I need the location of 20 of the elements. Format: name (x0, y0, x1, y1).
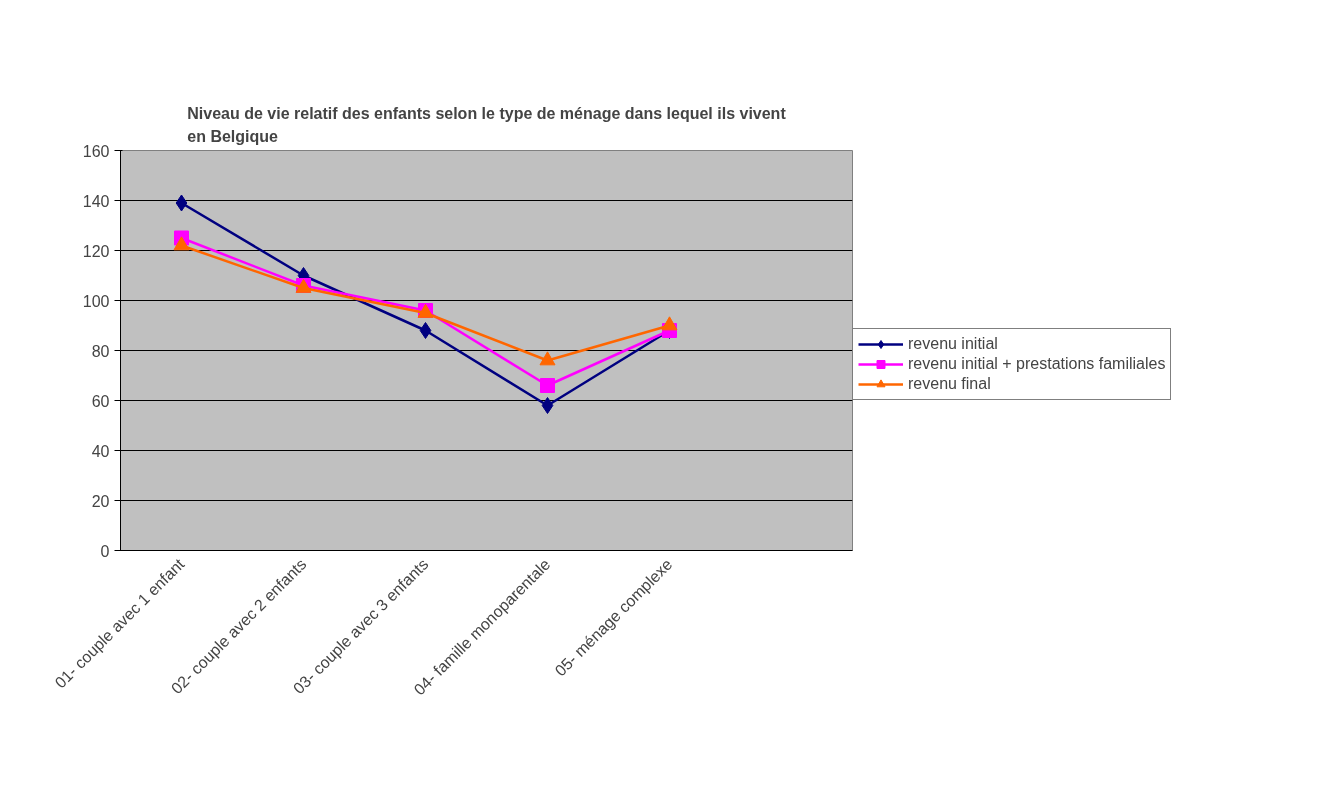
point (541, 397, 554, 414)
point (661, 316, 678, 331)
y-tick-label: 140 (82, 192, 110, 210)
y-tick-label: 20 (91, 492, 110, 510)
y-tick-label: 120 (82, 242, 110, 260)
point (175, 194, 188, 212)
y-tick-label: 40 (91, 442, 110, 460)
legend-label: revenu initial + prestations familiales (908, 355, 1166, 373)
y-tick-label: 60 (91, 392, 110, 410)
point (540, 378, 555, 393)
y-tick-label: 160 (82, 142, 110, 160)
legend-label: revenu initial (908, 335, 998, 353)
chart-title: Niveau de vie relatif des enfants selon le type de ménage dans lequel ils vivent en Belgique (187, 104, 787, 146)
point (173, 236, 190, 251)
legend-label: revenu final (908, 375, 991, 393)
y-tick-label: 100 (82, 292, 110, 310)
y-tick-label: 80 (91, 342, 110, 360)
y-tick-label: 0 (100, 542, 110, 560)
point (419, 322, 432, 339)
point (539, 351, 556, 366)
